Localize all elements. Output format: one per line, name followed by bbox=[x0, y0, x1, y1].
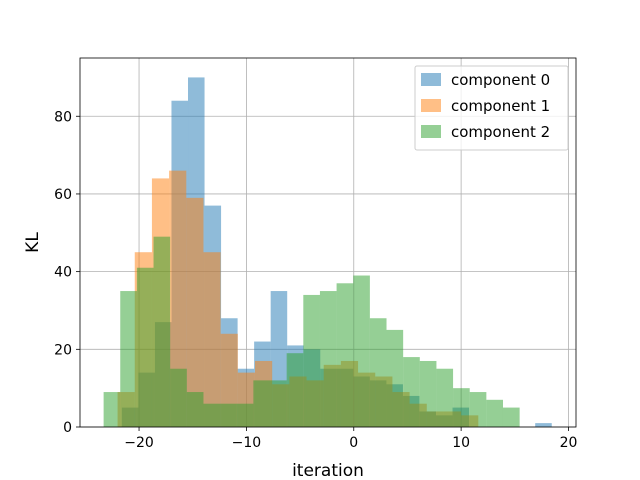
axis-ticks: −20 −10 0 10 20 0 20 40 60 80 bbox=[54, 109, 577, 451]
x-tick-label: −10 bbox=[232, 435, 262, 451]
y-tick-label: 0 bbox=[63, 420, 72, 436]
histogram-bar-series-2 bbox=[103, 392, 121, 427]
histogram-bar-series-0 bbox=[535, 423, 552, 427]
legend-label-1: component 1 bbox=[451, 97, 550, 115]
x-tick-label: 20 bbox=[560, 435, 578, 451]
histogram-bar-series-2 bbox=[236, 403, 254, 427]
histogram-bar-series-2 bbox=[170, 368, 187, 427]
histogram-bar-series-2 bbox=[120, 291, 137, 427]
legend-label-0: component 0 bbox=[451, 71, 550, 89]
legend: component 0 component 1 component 2 bbox=[414, 65, 569, 151]
histogram-bar-series-2 bbox=[186, 392, 204, 427]
y-tick-label: 40 bbox=[54, 265, 72, 281]
histogram-bar-series-2 bbox=[286, 353, 304, 427]
histogram-bar-series-2 bbox=[336, 283, 354, 427]
histogram-bar-series-1 bbox=[169, 170, 187, 428]
x-tick-label: 10 bbox=[452, 435, 470, 451]
histogram-bar-series-2 bbox=[419, 360, 437, 427]
histogram-bar-series-2 bbox=[270, 380, 287, 427]
y-tick-label: 60 bbox=[54, 187, 72, 203]
histogram-bar-series-2 bbox=[502, 407, 520, 427]
legend-box bbox=[414, 65, 569, 151]
histogram-bar-series-2 bbox=[136, 267, 154, 427]
plot-area-frame bbox=[79, 57, 577, 428]
legend-label-2: component 2 bbox=[451, 123, 550, 141]
histogram-bar-series-2 bbox=[386, 329, 404, 427]
histogram-bar-series-2 bbox=[486, 399, 503, 427]
histogram-bar-series-2 bbox=[369, 318, 387, 427]
legend-swatch-1 bbox=[421, 99, 441, 112]
histogram-bar-series-2 bbox=[403, 357, 420, 427]
legend-swatch-2 bbox=[421, 125, 441, 138]
x-tick-label: −20 bbox=[124, 435, 154, 451]
x-tick-label: 0 bbox=[349, 435, 358, 451]
histogram-bar-series-2 bbox=[469, 392, 487, 427]
y-tick-label: 20 bbox=[54, 342, 72, 358]
histogram-bar-series-2 bbox=[453, 388, 470, 427]
legend-swatch-0 bbox=[421, 73, 441, 86]
histogram-bar-series-2 bbox=[203, 403, 221, 427]
histogram-bar-series-2 bbox=[253, 380, 271, 427]
x-axis-label: iteration bbox=[292, 461, 364, 480]
histogram-bar-series-2 bbox=[153, 236, 171, 427]
y-axis-label: KL bbox=[23, 232, 43, 253]
y-tick-label: 80 bbox=[54, 109, 72, 125]
histogram-bar-series-2 bbox=[353, 275, 370, 427]
histogram-bar-series-1 bbox=[186, 197, 204, 427]
histogram-bar-series-2 bbox=[220, 403, 237, 427]
histogram-bar-series-2 bbox=[319, 291, 337, 427]
histogram-bars bbox=[103, 77, 552, 428]
histogram-bar-series-1 bbox=[203, 252, 221, 427]
histogram-bar-series-2 bbox=[436, 368, 454, 427]
histogram-bar-series-2 bbox=[303, 294, 320, 427]
